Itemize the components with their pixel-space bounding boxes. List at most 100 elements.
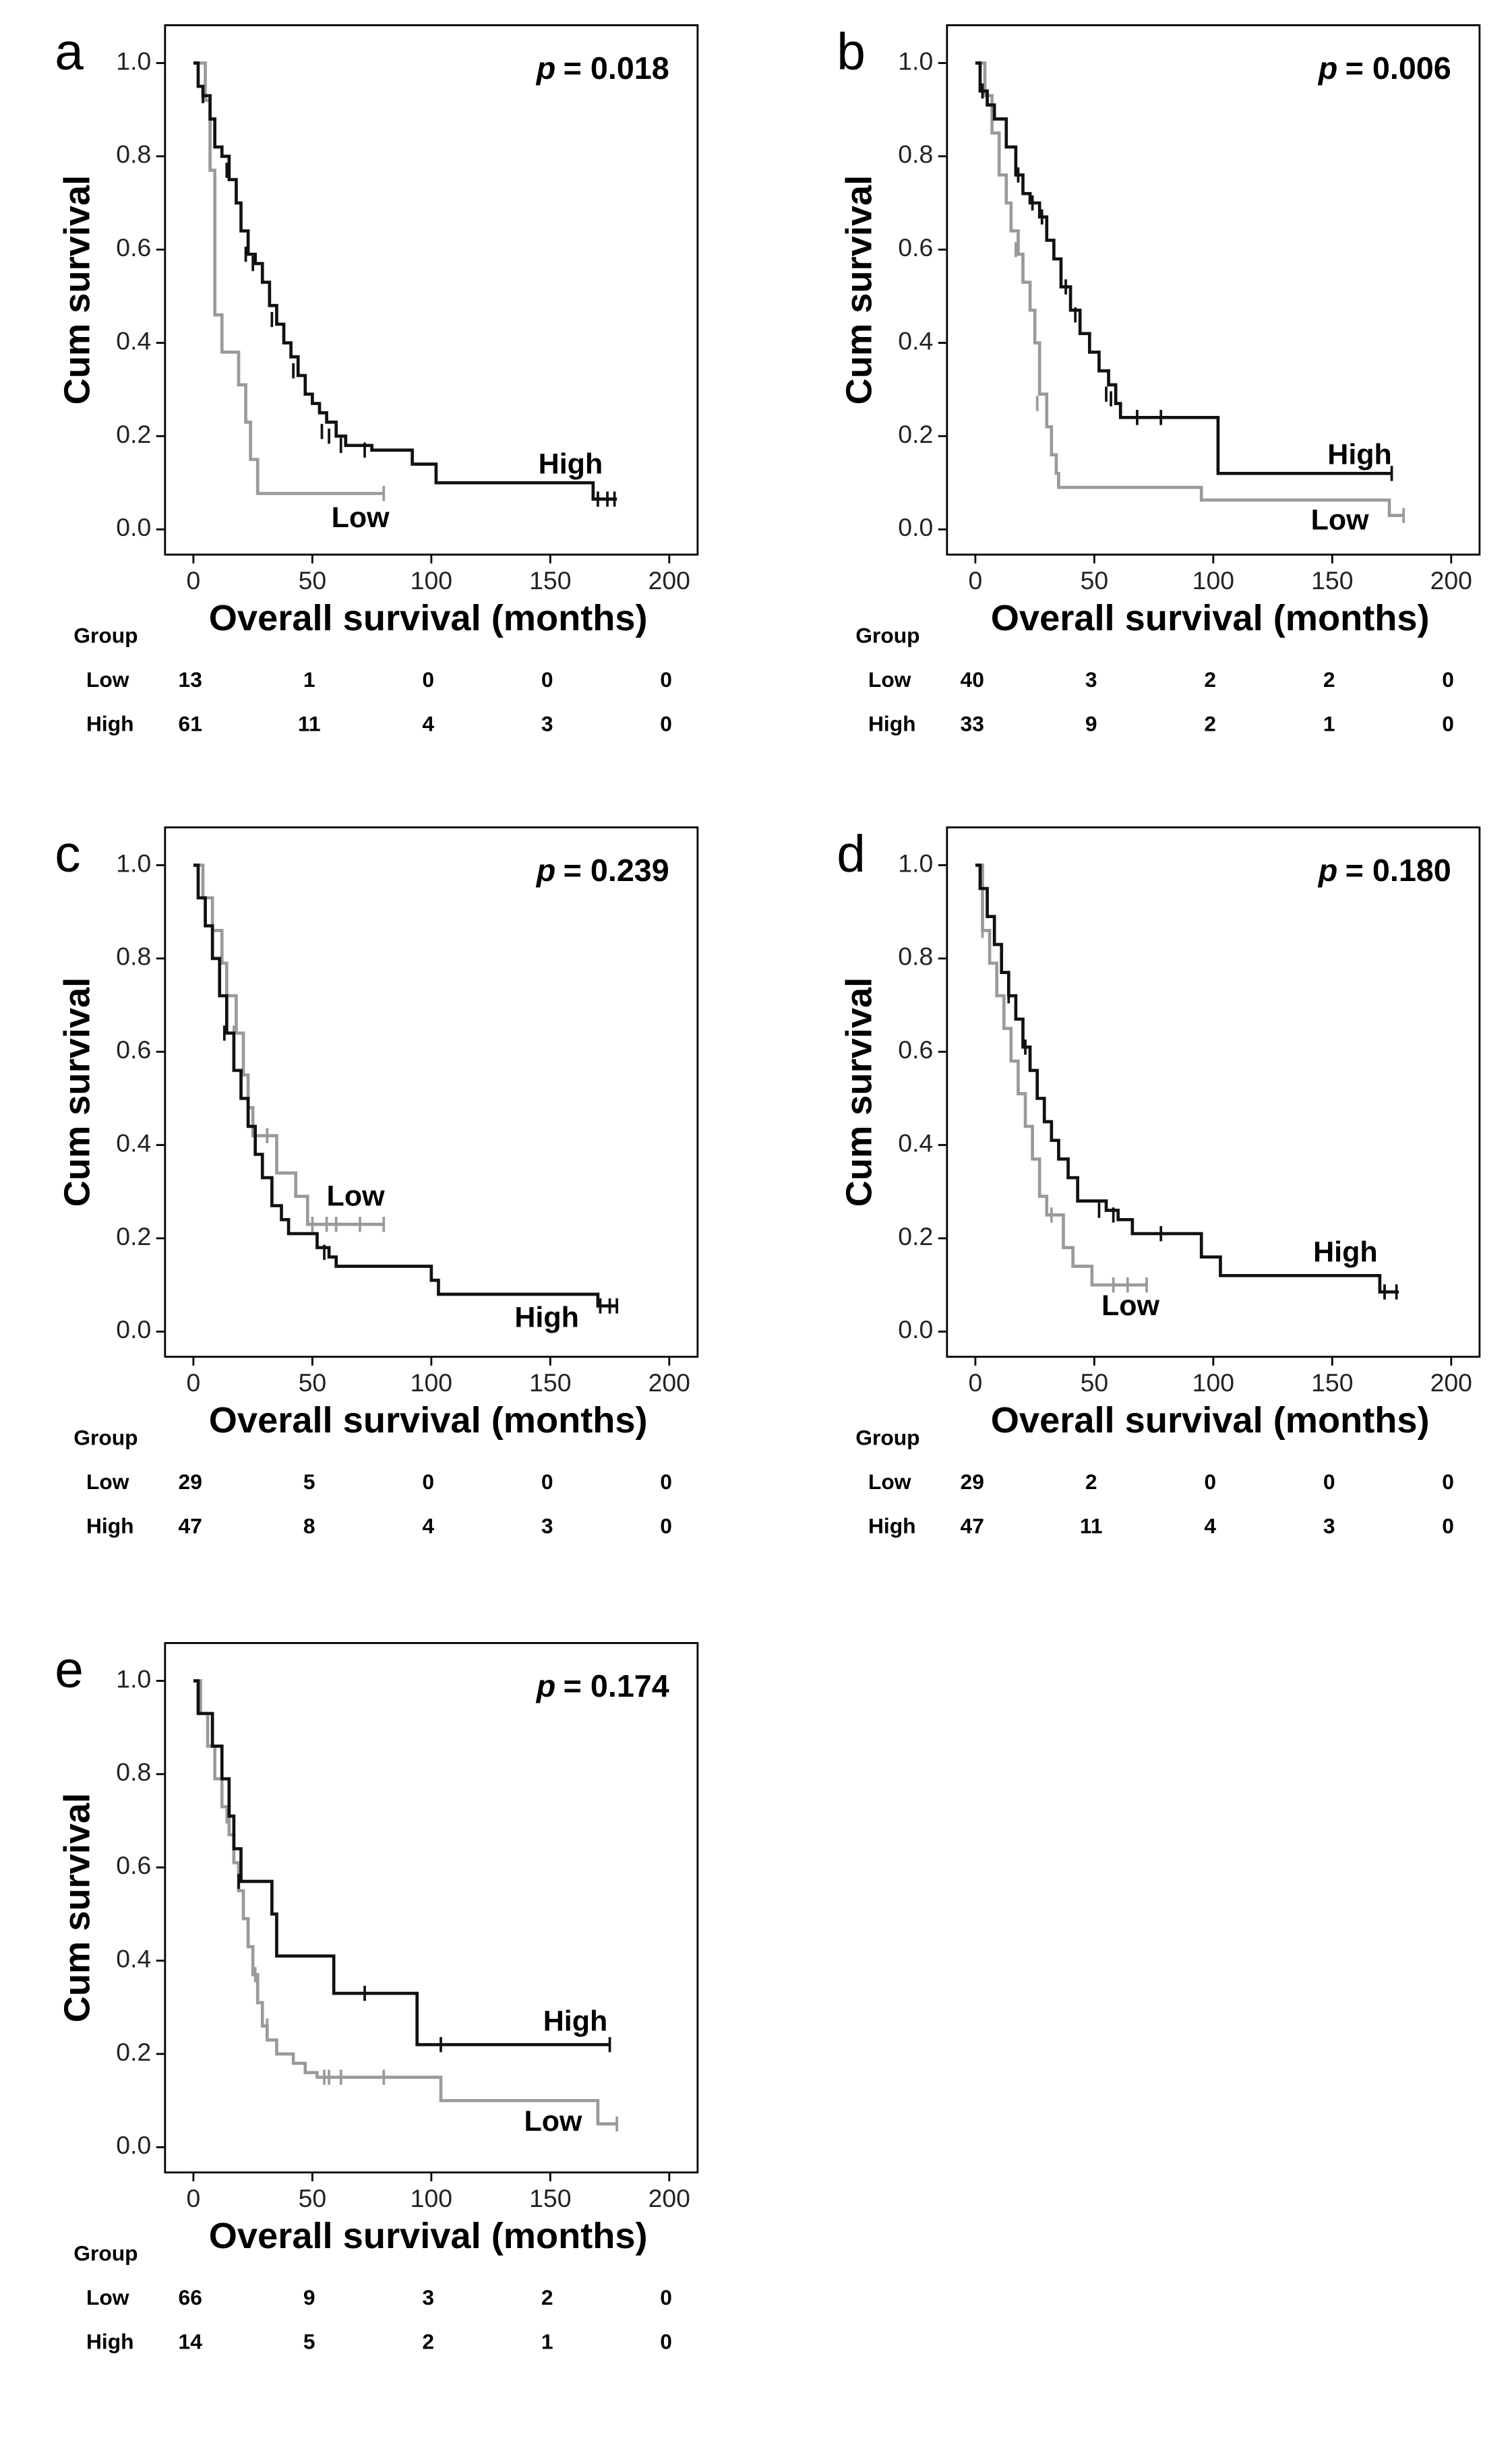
x-tick-label: 200 — [1430, 566, 1472, 595]
p-symbol: p — [1317, 51, 1338, 86]
y-tick-label: 0.4 — [898, 326, 933, 355]
risk-table-count: 0 — [660, 712, 672, 736]
risk-table-count: 0 — [541, 667, 553, 692]
x-axis-title: Overall survival (months) — [991, 598, 1430, 638]
risk-table-count: 0 — [541, 1470, 553, 1494]
x-tick-label: 0 — [969, 566, 983, 595]
x-tick-label: 0 — [187, 1368, 201, 1397]
x-tick-label: 100 — [1192, 1368, 1234, 1397]
y-tick-label: 0.6 — [116, 233, 151, 262]
x-tick-label: 100 — [411, 1368, 452, 1397]
risk-table-group-high: High — [86, 712, 134, 736]
y-tick-label: 0.2 — [898, 1222, 933, 1250]
x-tick-label: 150 — [529, 1368, 571, 1397]
x-axis-title: Overall survival (months) — [991, 1400, 1430, 1441]
y-axis-title: Cum survival — [57, 175, 98, 405]
p-symbol: p — [535, 1668, 556, 1703]
y-tick-label: 1.0 — [116, 1664, 151, 1693]
risk-table-group-high: High — [86, 1514, 134, 1538]
risk-table-count: 0 — [1442, 712, 1454, 736]
y-axis-title: Cum survival — [839, 175, 880, 405]
survival-curve-high — [193, 61, 617, 501]
survival-curve-low — [193, 61, 384, 495]
p-value: = 0.018 — [564, 51, 669, 86]
y-tick-label: 0.2 — [116, 1222, 151, 1250]
risk-table-group-high: High — [868, 1514, 916, 1538]
survival-curve-low — [193, 1679, 617, 2126]
risk-table-count: 47 — [179, 1514, 202, 1538]
x-axis-title: Overall survival (months) — [209, 1400, 648, 1441]
risk-table-header: Group — [855, 1426, 919, 1450]
survival-panel-b: b p = 0.006 0.0 0.2 0.4 0.6 0.8 1.0 0 50 100 150 200 C… — [782, 0, 1496, 775]
x-tick-label: 50 — [1081, 566, 1109, 595]
y-tick-label: 0.6 — [898, 233, 933, 262]
y-tick-label: 0.4 — [898, 1128, 933, 1157]
risk-table-count: 0 — [1442, 1514, 1454, 1538]
y-tick-label: 0.4 — [116, 326, 151, 355]
y-tick-label: 0.0 — [116, 513, 151, 541]
risk-table-count: 2 — [1204, 667, 1216, 692]
survival-panel-d: d p = 0.180 0.0 0.2 0.4 0.6 0.8 1.0 0 50 100 150 200 C… — [782, 802, 1496, 1577]
risk-table-count: 61 — [179, 712, 202, 736]
y-tick-label: 0.0 — [116, 2131, 151, 2159]
risk-table-count: 8 — [303, 1514, 315, 1538]
p-value-label: p = 0.239 — [535, 853, 669, 888]
risk-table-count: 4 — [1204, 1514, 1216, 1538]
panel-label: c — [55, 826, 80, 883]
risk-table-count: 0 — [1442, 667, 1454, 692]
risk-table-count: 13 — [179, 667, 202, 692]
x-tick-label: 0 — [969, 1368, 983, 1397]
x-tick-label: 150 — [529, 566, 571, 595]
y-tick-label: 0.8 — [116, 942, 151, 971]
y-tick-label: 0.2 — [898, 420, 933, 448]
x-tick-label: 0 — [187, 566, 201, 595]
series-label-low: Low — [1101, 1290, 1160, 1322]
risk-table-group-low: Low — [868, 1470, 911, 1494]
x-tick-label: 200 — [648, 2184, 690, 2212]
x-tick-label: 0 — [187, 2184, 201, 2212]
risk-table-group-high: High — [868, 712, 916, 736]
risk-table-count: 5 — [303, 2330, 315, 2354]
series-label-low: Low — [327, 1180, 386, 1213]
series-label-high: High — [1313, 1236, 1378, 1269]
risk-table-count: 29 — [179, 1470, 202, 1494]
risk-table-count: 3 — [541, 1514, 553, 1538]
plot-area-frame — [946, 826, 1481, 1358]
risk-table-group-low: Low — [868, 667, 911, 692]
risk-table-count: 5 — [303, 1470, 315, 1494]
risk-table-count: 0 — [1442, 1470, 1454, 1494]
risk-table-count: 0 — [660, 2285, 672, 2309]
risk-table-count: 4 — [422, 712, 434, 736]
series-label-low: Low — [1311, 504, 1370, 536]
risk-table-count: 2 — [422, 2330, 434, 2354]
risk-table-count: 3 — [541, 712, 553, 736]
risk-table-count: 47 — [961, 1514, 984, 1538]
risk-table-header: Group — [73, 624, 138, 648]
risk-table-count: 3 — [422, 2285, 434, 2309]
survival-curve-low — [193, 864, 384, 1226]
y-axis-title: Cum survival — [839, 977, 880, 1207]
panel-label: e — [55, 1641, 84, 1699]
risk-table-count: 29 — [961, 1470, 984, 1494]
survival-curve-high — [193, 1679, 610, 2047]
p-value: = 0.174 — [564, 1668, 669, 1703]
x-axis-title: Overall survival (months) — [209, 2216, 648, 2256]
x-axis-title: Overall survival (months) — [209, 598, 648, 638]
p-value-label: p = 0.180 — [1317, 853, 1451, 888]
y-tick-label: 0.2 — [116, 2038, 151, 2066]
plot-area-frame — [946, 24, 1481, 556]
y-axis-title: Cum survival — [57, 977, 98, 1207]
risk-table-count: 1 — [541, 2330, 553, 2354]
y-tick-label: 1.0 — [116, 849, 151, 877]
risk-table-count: 0 — [660, 1514, 672, 1538]
risk-table-count: 3 — [1323, 1514, 1335, 1538]
p-symbol: p — [535, 51, 556, 86]
y-axis-title: Cum survival — [57, 1793, 98, 2023]
y-tick-label: 1.0 — [116, 47, 151, 75]
series-label-high: High — [543, 2005, 608, 2037]
risk-table-count: 0 — [422, 1470, 434, 1494]
